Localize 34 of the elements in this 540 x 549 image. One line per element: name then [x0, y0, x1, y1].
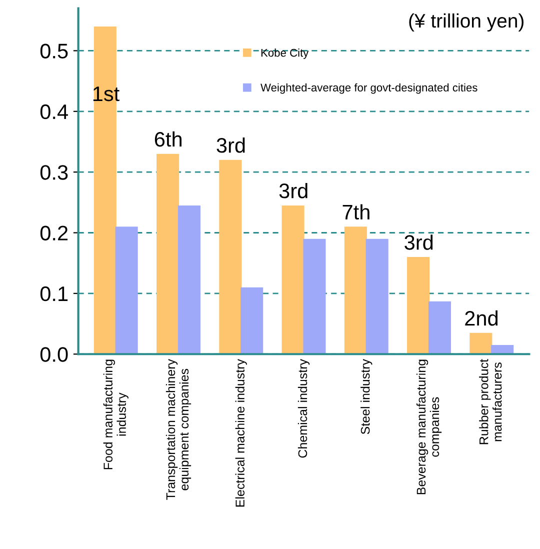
annotation: (¥ trillion yen) — [409, 13, 524, 32]
y-tick-label: 0.0 — [40, 347, 68, 362]
bar — [366, 238, 388, 354]
annotation: 3rd — [404, 234, 433, 250]
bar — [303, 238, 326, 354]
annotation: 3rd — [216, 137, 245, 153]
x-tick-label: Steel industry — [360, 358, 372, 434]
x-tick-label: Electrical machine industry — [235, 358, 247, 507]
y-tick-label: 0.1 — [40, 286, 68, 302]
annotation: 3rd — [279, 182, 308, 198]
bar — [344, 226, 367, 354]
bar — [240, 287, 264, 354]
legend-label: Kobe City — [261, 48, 309, 59]
bar — [219, 160, 242, 354]
y-tick-label: 0.2 — [40, 226, 68, 240]
y-tick-label: 0.5 — [40, 44, 68, 58]
bar — [156, 154, 180, 354]
x-tick-label: Transportation machinery equipment companies — [166, 358, 192, 500]
bar — [282, 205, 304, 354]
x-tick-label: Food manufacturing industry — [103, 360, 128, 470]
bar — [178, 205, 200, 354]
legend-label: Weighted-average for govt-designated cities — [260, 83, 478, 94]
x-tick-label: Beverage manufacturing companies — [416, 360, 442, 494]
y-tick-label: 0.4 — [40, 104, 68, 120]
annotation: 7th — [342, 204, 370, 220]
y-tick-label: 0.3 — [40, 165, 68, 180]
annotation: 6th — [154, 131, 182, 147]
bar — [115, 226, 138, 354]
annotation: 2nd — [465, 310, 498, 326]
x-tick-label: Rubber product manufacturers — [479, 359, 502, 444]
x-tick-label: Chemical industry — [298, 358, 310, 458]
bar — [470, 332, 492, 354]
bar — [428, 301, 451, 354]
bar — [407, 257, 430, 354]
